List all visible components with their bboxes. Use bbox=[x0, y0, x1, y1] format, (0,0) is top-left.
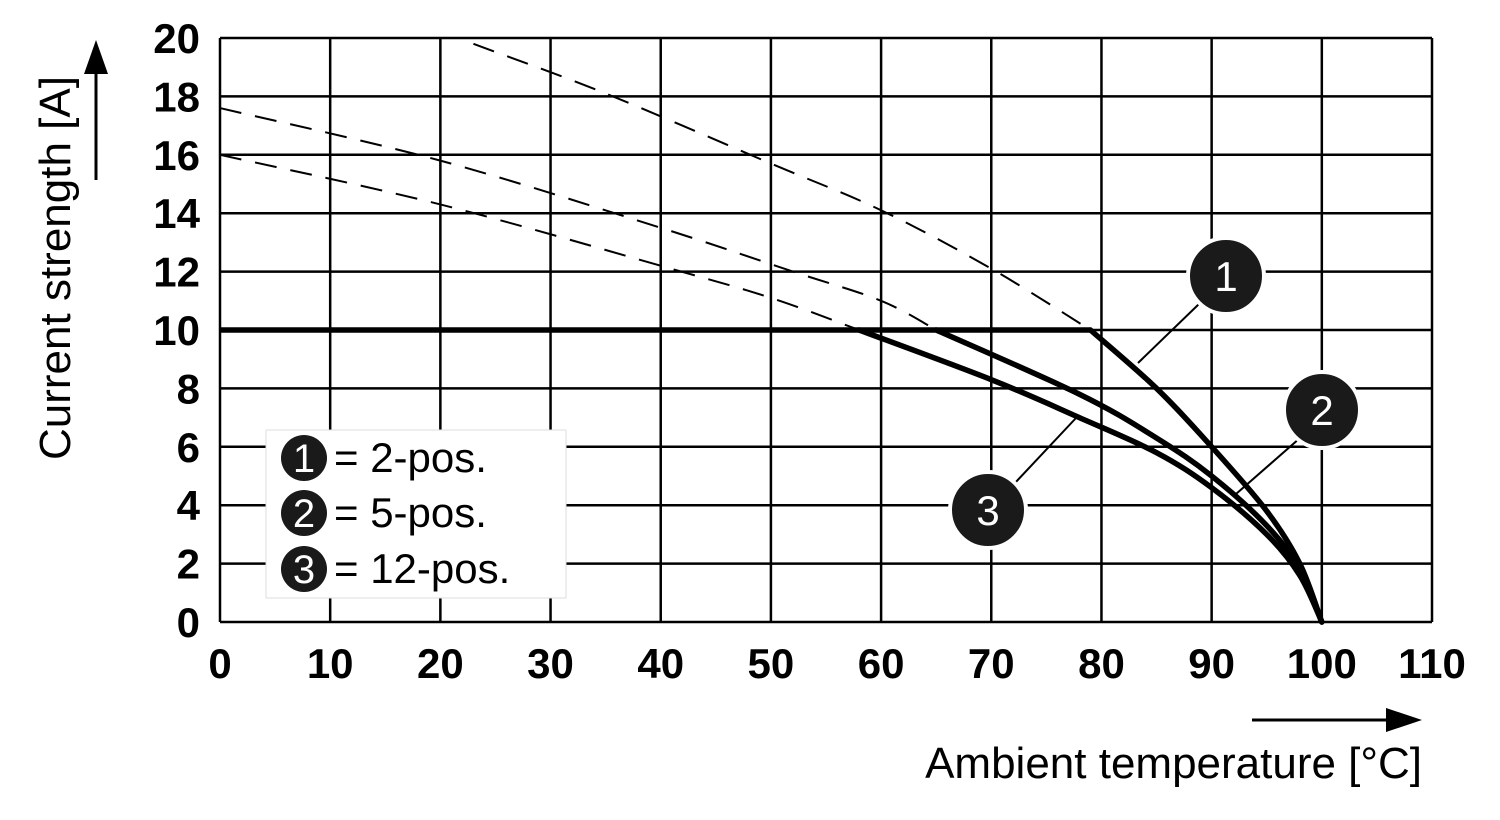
callout-3-label: 3 bbox=[976, 487, 999, 534]
series-3-curve bbox=[856, 327, 1325, 625]
dashed-extensions bbox=[219, 42, 1091, 331]
legend-label: = 12-pos. bbox=[334, 545, 510, 592]
y-tick-label: 4 bbox=[177, 482, 201, 529]
legend-item-2: 2 = 5-pos. bbox=[281, 489, 487, 536]
y-tick-label: 6 bbox=[177, 424, 200, 471]
legend: 1 = 2-pos. 2 = 5-pos. 3 = 12-pos. bbox=[265, 429, 567, 599]
legend-label: = 5-pos. bbox=[334, 489, 487, 536]
x-tick-label: 30 bbox=[527, 640, 574, 687]
y-tick-label: 16 bbox=[153, 132, 200, 179]
y-tick-label: 14 bbox=[153, 190, 200, 237]
y-axis-title: Current strength [A] bbox=[31, 76, 80, 460]
y-axis-title-group: Current strength [A] bbox=[31, 40, 108, 460]
callout-3: 3 bbox=[948, 417, 1077, 550]
callout-2-leader bbox=[1235, 437, 1301, 495]
y-tick-label: 8 bbox=[177, 365, 200, 412]
y-tick-label: 20 bbox=[153, 15, 200, 62]
callout-1: 1 bbox=[1137, 236, 1266, 364]
series-3-dashed-line bbox=[219, 153, 860, 331]
marker-3-icon bbox=[281, 546, 327, 592]
x-tick-label: 80 bbox=[1078, 640, 1125, 687]
x-tick-label: 110 bbox=[1398, 640, 1466, 687]
legend-label: = 2-pos. bbox=[334, 434, 487, 481]
x-axis-title: Ambient temperature [°C] bbox=[925, 739, 1422, 788]
callout-3-leader bbox=[1013, 417, 1077, 485]
x-tick-label: 60 bbox=[858, 640, 905, 687]
series-2-curve bbox=[933, 327, 1325, 625]
x-tick-label: 90 bbox=[1188, 640, 1235, 687]
x-tick-label: 40 bbox=[637, 640, 684, 687]
marker-2-icon bbox=[281, 490, 327, 536]
series-1-curve bbox=[1087, 327, 1325, 625]
legend-marker-label: 3 bbox=[293, 548, 315, 592]
marker-1-icon bbox=[281, 435, 327, 481]
x-axis-ticks: 0 10 20 30 40 50 60 70 80 90 100 110 bbox=[208, 640, 1466, 687]
y-tick-label: 2 bbox=[177, 541, 200, 588]
curve-callouts: 1 2 3 bbox=[948, 236, 1362, 550]
y-tick-label: 18 bbox=[153, 73, 200, 120]
callout-2-label: 2 bbox=[1310, 387, 1333, 434]
legend-marker-label: 1 bbox=[293, 437, 315, 481]
legend-item-1: 1 = 2-pos. bbox=[281, 434, 487, 481]
y-tick-label: 12 bbox=[153, 249, 200, 296]
callout-2-icon bbox=[1282, 370, 1362, 450]
y-axis-ticks: 0 2 4 6 8 10 12 14 16 18 20 bbox=[153, 15, 200, 646]
x-axis-arrow-icon bbox=[1386, 708, 1422, 732]
callout-1-label: 1 bbox=[1214, 253, 1237, 300]
callout-3-icon bbox=[948, 470, 1028, 550]
y-axis-arrow-icon bbox=[84, 40, 108, 74]
x-tick-label: 10 bbox=[307, 640, 354, 687]
series-2-dashed-line bbox=[219, 107, 937, 331]
x-tick-label: 0 bbox=[208, 640, 231, 687]
x-tick-label: 70 bbox=[968, 640, 1015, 687]
callout-1-leader bbox=[1137, 302, 1201, 364]
derating-curves bbox=[220, 327, 1325, 625]
y-tick-label: 10 bbox=[153, 307, 200, 354]
series-1-dashed-line bbox=[473, 42, 1091, 331]
x-tick-label: 100 bbox=[1287, 640, 1357, 687]
x-tick-label: 20 bbox=[417, 640, 464, 687]
x-tick-label: 50 bbox=[748, 640, 795, 687]
x-axis-title-group: Ambient temperature [°C] bbox=[925, 708, 1422, 788]
legend-marker-label: 2 bbox=[293, 492, 315, 536]
callout-1-icon bbox=[1186, 236, 1266, 316]
legend-item-3: 3 = 12-pos. bbox=[281, 545, 510, 592]
y-tick-label: 0 bbox=[177, 599, 200, 646]
callout-2: 2 bbox=[1235, 370, 1362, 495]
